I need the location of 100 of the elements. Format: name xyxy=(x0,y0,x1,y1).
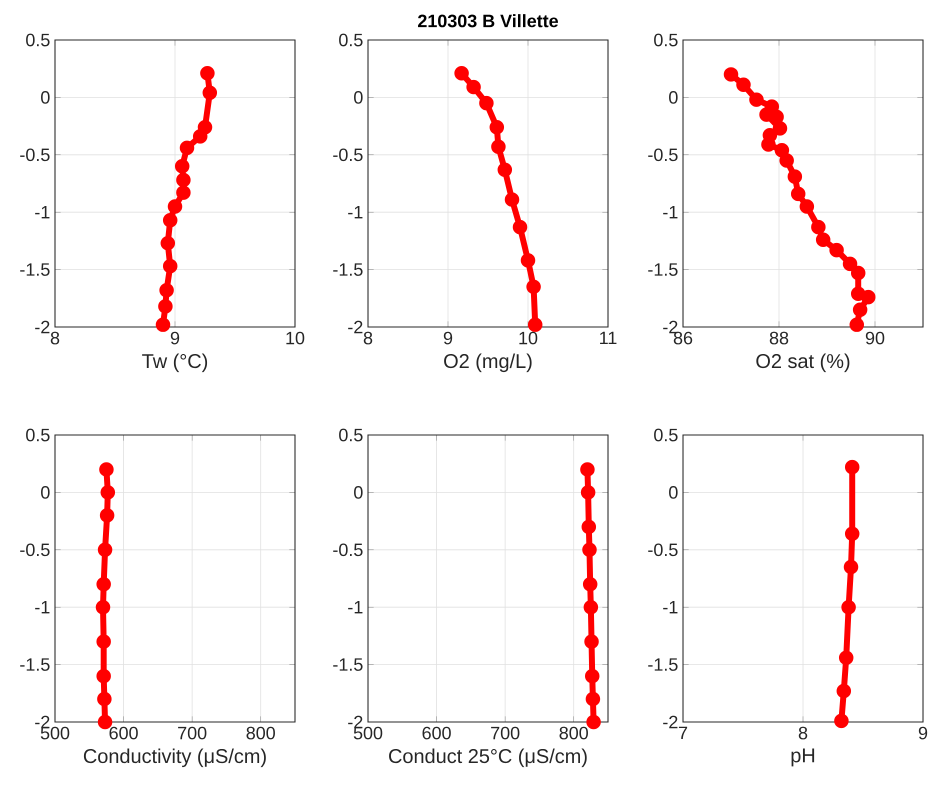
point xyxy=(772,121,788,136)
x-tick-label: 9 xyxy=(170,332,180,344)
point xyxy=(838,650,854,665)
point xyxy=(829,242,844,258)
point xyxy=(584,668,600,684)
y-tick-label: 0 xyxy=(41,91,50,104)
x-tick-label: 7 xyxy=(678,726,688,740)
point xyxy=(180,140,194,156)
x-tick-label: 8 xyxy=(798,726,808,740)
x-tick-label: 600 xyxy=(110,726,138,740)
point xyxy=(850,266,866,280)
y-tick-label: -2 xyxy=(348,320,362,334)
x-tick-label: 88 xyxy=(770,332,788,344)
y-tick-label: 0 xyxy=(354,486,363,499)
x-axis-title: pH xyxy=(792,748,814,766)
point xyxy=(749,92,764,107)
point xyxy=(836,684,852,698)
y-tick-label: 0.5 xyxy=(26,34,50,46)
point xyxy=(762,128,778,143)
point xyxy=(162,212,178,228)
point xyxy=(788,169,802,184)
x-axis-title: Tw (°C) xyxy=(142,354,208,372)
x-axis-title: O2 (mg/L) xyxy=(444,354,532,372)
point xyxy=(844,460,860,474)
point xyxy=(582,542,597,558)
chart-title: 210303 B Villette xyxy=(418,14,558,28)
point xyxy=(790,186,806,202)
point xyxy=(850,317,864,332)
y-tick-label: -0.5 xyxy=(20,148,50,162)
point xyxy=(586,692,600,706)
point xyxy=(176,185,191,200)
point xyxy=(168,199,182,214)
point xyxy=(479,96,494,110)
point xyxy=(504,192,520,207)
point xyxy=(844,526,860,541)
point xyxy=(584,634,599,649)
point xyxy=(162,258,178,274)
point xyxy=(498,162,512,177)
y-tick-label: -1.5 xyxy=(20,263,50,276)
point xyxy=(774,142,790,158)
point xyxy=(176,172,191,188)
point xyxy=(582,577,598,592)
x-tick-label: 9 xyxy=(444,332,452,344)
point xyxy=(200,66,215,81)
point xyxy=(160,236,176,250)
point xyxy=(586,714,601,730)
point xyxy=(724,67,738,82)
x-tick-label: 700 xyxy=(178,726,206,740)
point xyxy=(528,317,542,332)
x-tick-label: 8 xyxy=(50,332,60,344)
y-tick-label: -1.5 xyxy=(20,658,50,671)
y-tick-label: -1.5 xyxy=(648,263,678,276)
x-tick-label: 86 xyxy=(674,332,692,344)
point xyxy=(736,78,751,92)
y-tick-label: -0.5 xyxy=(333,543,363,556)
point xyxy=(520,253,536,268)
point xyxy=(811,220,826,234)
x-tick-label: 90 xyxy=(866,332,884,344)
point xyxy=(584,600,598,614)
point xyxy=(526,280,541,294)
point xyxy=(800,199,814,214)
y-tick-label: -1 xyxy=(35,601,50,614)
y-tick-label: -1.5 xyxy=(333,658,363,671)
point xyxy=(761,137,776,152)
point xyxy=(156,317,170,332)
y-tick-label: -2 xyxy=(663,320,678,334)
point xyxy=(816,232,830,247)
y-tick-label: -0.5 xyxy=(648,543,678,556)
point xyxy=(861,290,876,304)
x-tick-label: 10 xyxy=(286,332,304,344)
point xyxy=(580,485,596,500)
y-tick-label: -1 xyxy=(663,601,678,614)
y-tick-label: -1 xyxy=(663,206,678,218)
point xyxy=(158,299,173,314)
x-axis-title: O2 sat (%) xyxy=(756,354,850,372)
y-tick-label: -0.5 xyxy=(333,148,363,162)
x-tick-label: 800 xyxy=(246,726,275,740)
point xyxy=(198,120,212,134)
x-tick-label: 600 xyxy=(422,726,451,740)
point xyxy=(192,129,208,144)
x-tick-label: 11 xyxy=(600,332,616,344)
x-tick-label: 10 xyxy=(519,332,538,344)
y-tick-label: 0 xyxy=(669,486,678,499)
y-tick-label: 0.5 xyxy=(654,34,678,46)
y-tick-label: -1 xyxy=(348,601,362,614)
y-tick-label: -1 xyxy=(348,206,362,218)
point xyxy=(466,80,481,94)
point xyxy=(850,286,866,301)
y-tick-label: -2 xyxy=(35,320,50,334)
point xyxy=(159,283,174,298)
point xyxy=(174,159,190,174)
point xyxy=(852,302,868,318)
y-tick-label: -0.5 xyxy=(20,543,50,556)
point xyxy=(580,462,595,477)
x-tick-label: 800 xyxy=(560,726,588,740)
point xyxy=(491,140,506,154)
x-axis-title: Conduct 25°C (μS/cm) xyxy=(389,748,587,768)
y-tick-label: 0 xyxy=(41,486,50,499)
y-tick-label: 0 xyxy=(354,91,363,104)
point xyxy=(490,120,504,134)
